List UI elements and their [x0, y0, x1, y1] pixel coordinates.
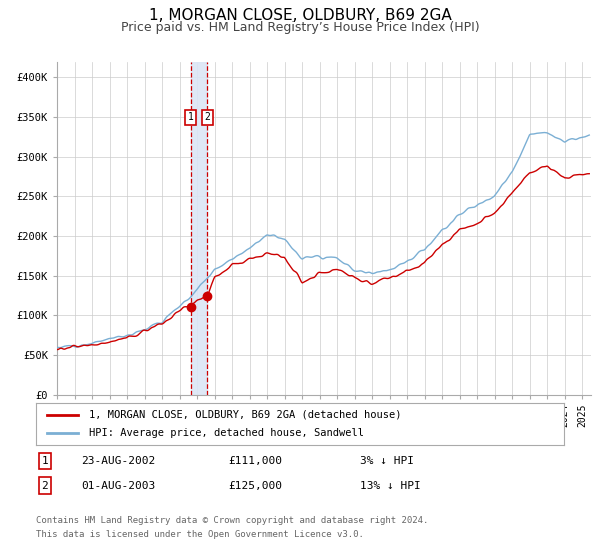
- Text: 3% ↓ HPI: 3% ↓ HPI: [360, 456, 414, 466]
- Text: 1: 1: [41, 456, 49, 466]
- Text: This data is licensed under the Open Government Licence v3.0.: This data is licensed under the Open Gov…: [36, 530, 364, 539]
- Text: 23-AUG-2002: 23-AUG-2002: [81, 456, 155, 466]
- Text: Contains HM Land Registry data © Crown copyright and database right 2024.: Contains HM Land Registry data © Crown c…: [36, 516, 428, 525]
- Text: 2: 2: [205, 112, 210, 122]
- Text: 13% ↓ HPI: 13% ↓ HPI: [360, 480, 421, 491]
- Bar: [191, 62, 207, 395]
- Text: 01-AUG-2003: 01-AUG-2003: [81, 480, 155, 491]
- Text: 2: 2: [41, 480, 49, 491]
- Text: Price paid vs. HM Land Registry’s House Price Index (HPI): Price paid vs. HM Land Registry’s House …: [121, 21, 479, 34]
- Text: 1, MORGAN CLOSE, OLDBURY, B69 2GA (detached house): 1, MORGAN CLOSE, OLDBURY, B69 2GA (detac…: [89, 410, 401, 420]
- Text: 1, MORGAN CLOSE, OLDBURY, B69 2GA: 1, MORGAN CLOSE, OLDBURY, B69 2GA: [149, 8, 451, 24]
- Text: HPI: Average price, detached house, Sandwell: HPI: Average price, detached house, Sand…: [89, 428, 364, 438]
- Text: 1: 1: [188, 112, 194, 122]
- Text: £111,000: £111,000: [228, 456, 282, 466]
- Text: £125,000: £125,000: [228, 480, 282, 491]
